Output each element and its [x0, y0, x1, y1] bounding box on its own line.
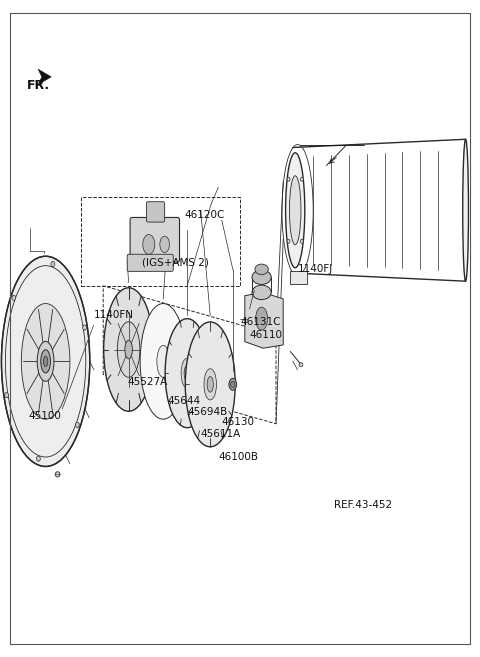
- Ellipse shape: [12, 295, 16, 300]
- Polygon shape: [290, 271, 307, 284]
- Ellipse shape: [37, 342, 54, 381]
- Ellipse shape: [256, 307, 268, 330]
- FancyBboxPatch shape: [146, 202, 165, 222]
- Text: 45644: 45644: [167, 396, 200, 406]
- Ellipse shape: [230, 381, 235, 388]
- Ellipse shape: [184, 365, 190, 381]
- Ellipse shape: [55, 472, 60, 477]
- Text: (IGS+AMS 2): (IGS+AMS 2): [142, 258, 208, 268]
- FancyBboxPatch shape: [127, 254, 173, 271]
- Ellipse shape: [51, 261, 55, 267]
- Ellipse shape: [207, 376, 213, 392]
- Ellipse shape: [289, 175, 301, 245]
- Ellipse shape: [181, 358, 193, 388]
- Text: 45100: 45100: [29, 411, 61, 421]
- Ellipse shape: [185, 322, 235, 447]
- Text: 46100B: 46100B: [218, 451, 258, 462]
- Ellipse shape: [252, 285, 271, 300]
- FancyBboxPatch shape: [130, 217, 180, 262]
- Ellipse shape: [43, 356, 48, 367]
- Text: REF.43-452: REF.43-452: [334, 499, 392, 510]
- Text: 45611A: 45611A: [201, 428, 241, 439]
- Ellipse shape: [463, 139, 468, 281]
- Text: 45527A: 45527A: [127, 377, 168, 388]
- Ellipse shape: [165, 319, 209, 428]
- Ellipse shape: [140, 304, 186, 419]
- Ellipse shape: [287, 177, 290, 181]
- Ellipse shape: [300, 239, 303, 243]
- Text: 46130: 46130: [222, 417, 255, 428]
- Ellipse shape: [83, 325, 86, 330]
- Text: 46120C: 46120C: [185, 210, 225, 221]
- Ellipse shape: [160, 237, 169, 252]
- Ellipse shape: [125, 340, 132, 359]
- Polygon shape: [245, 292, 283, 348]
- Ellipse shape: [157, 346, 169, 377]
- Ellipse shape: [252, 270, 271, 284]
- Ellipse shape: [299, 363, 303, 367]
- Ellipse shape: [229, 378, 237, 390]
- Text: 1140FJ: 1140FJ: [298, 264, 333, 275]
- Text: 45694B: 45694B: [187, 407, 228, 417]
- Text: 46131C: 46131C: [240, 317, 280, 327]
- Ellipse shape: [1, 256, 90, 466]
- Ellipse shape: [255, 264, 268, 275]
- Ellipse shape: [21, 304, 70, 419]
- Text: 1140FN: 1140FN: [94, 310, 133, 321]
- Ellipse shape: [204, 369, 216, 400]
- Ellipse shape: [286, 152, 305, 268]
- Polygon shape: [38, 69, 51, 85]
- Ellipse shape: [36, 456, 40, 461]
- Text: 46110: 46110: [250, 330, 283, 340]
- Ellipse shape: [287, 239, 290, 243]
- Ellipse shape: [118, 322, 140, 377]
- Ellipse shape: [75, 422, 79, 428]
- Text: FR.: FR.: [26, 79, 49, 92]
- Ellipse shape: [143, 235, 155, 254]
- Ellipse shape: [104, 288, 154, 411]
- Ellipse shape: [41, 350, 50, 373]
- Ellipse shape: [300, 177, 303, 181]
- Ellipse shape: [5, 392, 9, 397]
